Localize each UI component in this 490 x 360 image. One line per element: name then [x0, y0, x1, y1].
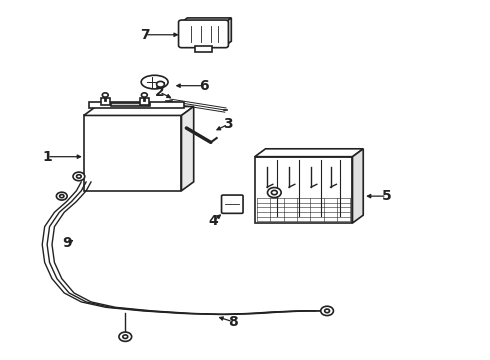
- Circle shape: [157, 81, 164, 87]
- Polygon shape: [255, 149, 363, 157]
- Ellipse shape: [141, 75, 168, 89]
- Circle shape: [60, 194, 64, 198]
- Circle shape: [119, 332, 132, 341]
- Bar: [195, 45, 212, 52]
- Circle shape: [142, 93, 147, 97]
- Polygon shape: [84, 107, 194, 116]
- Circle shape: [271, 190, 277, 195]
- Text: 6: 6: [198, 79, 208, 93]
- Text: 4: 4: [208, 214, 218, 228]
- Bar: [140, 98, 149, 105]
- Polygon shape: [352, 149, 363, 223]
- Circle shape: [102, 93, 108, 97]
- Text: 5: 5: [382, 189, 392, 203]
- Circle shape: [56, 192, 67, 200]
- Polygon shape: [181, 18, 231, 22]
- Circle shape: [123, 335, 128, 338]
- Circle shape: [268, 188, 281, 198]
- Bar: [111, 103, 150, 106]
- Bar: [84, 116, 181, 191]
- Circle shape: [73, 172, 85, 181]
- Circle shape: [325, 309, 330, 313]
- FancyBboxPatch shape: [178, 20, 228, 48]
- Text: 7: 7: [140, 28, 149, 42]
- Text: 1: 1: [42, 150, 52, 164]
- Polygon shape: [225, 18, 231, 45]
- Text: 3: 3: [223, 117, 233, 131]
- Circle shape: [76, 175, 81, 178]
- Bar: [89, 102, 184, 108]
- Bar: [101, 98, 110, 105]
- Text: 8: 8: [228, 315, 238, 329]
- Bar: [255, 157, 352, 223]
- Text: 2: 2: [155, 85, 164, 99]
- Text: 9: 9: [62, 236, 72, 250]
- Polygon shape: [181, 107, 194, 191]
- Circle shape: [321, 306, 333, 316]
- FancyBboxPatch shape: [221, 195, 243, 213]
